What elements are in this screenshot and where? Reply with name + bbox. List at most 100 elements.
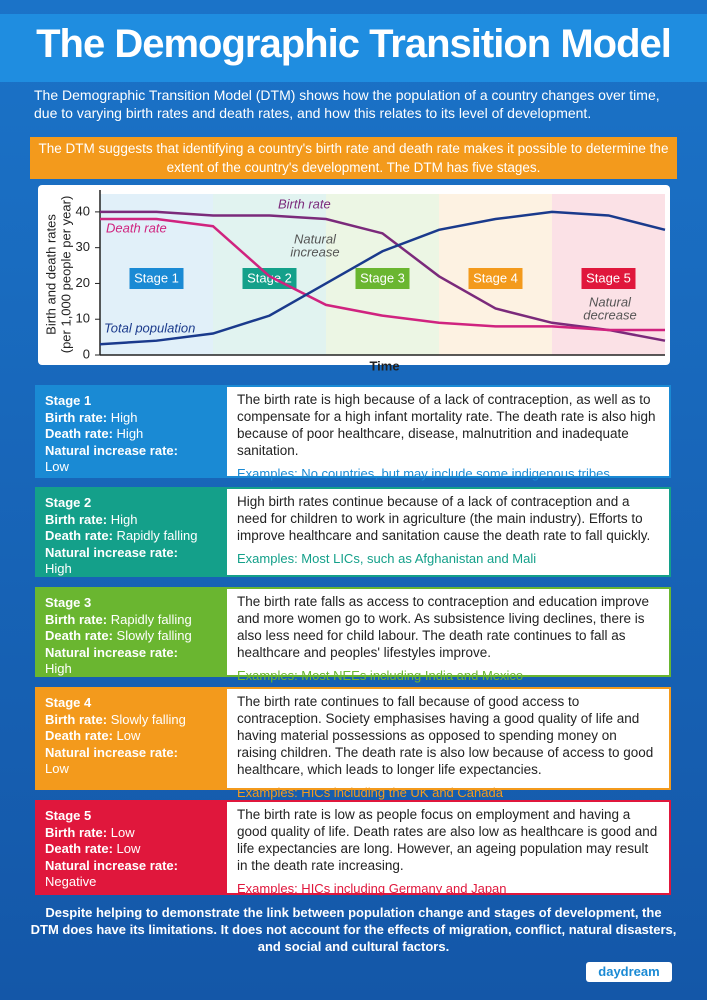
y-tick-label: 30 (76, 239, 90, 254)
fact-label: Death rate: (45, 728, 113, 743)
stage-summary: Stage 1 Birth rate: High Death rate: High N… (35, 385, 227, 478)
fact-value: High (110, 511, 138, 527)
stage-text: High birth rates continue because of a l… (237, 494, 651, 543)
fact-value: Slowly falling (110, 711, 186, 727)
stage-fact: Natural increase rate: Low (45, 745, 217, 778)
fact-label: Birth rate: (45, 824, 108, 840)
fact-label: Natural increase rate: (45, 744, 178, 760)
stage-summary: Stage 4 Birth rate: Slowly falling Death r… (35, 687, 227, 790)
title: The Demographic Transition Model (36, 22, 672, 66)
series-label: Birth rate (278, 196, 331, 211)
stage-title: Stage 1 (45, 393, 92, 408)
fact-label: Natural increase rate: (45, 442, 178, 458)
fact-value: Low (45, 761, 69, 776)
stage-detail: The birth rate continues to fall because… (225, 687, 671, 800)
fact-label: Birth rate: (45, 711, 108, 727)
fact-label: Birth rate: (45, 611, 108, 627)
fact-value: Low (45, 459, 69, 474)
stage-detail: The birth rate falls as access to contra… (225, 587, 671, 683)
fact-label: Birth rate: (45, 409, 108, 425)
stage-fact: Birth rate: Rapidly falling (45, 612, 217, 629)
y-tick-label: 20 (76, 275, 90, 290)
stage-text: The birth rate is high because of a lack… (237, 392, 656, 458)
y-axis-label: Birth and death rates (43, 214, 58, 335)
fact-value: Low (116, 841, 141, 856)
chart: 0 10 20 30 40 Birth and death rates (per 1,000… (43, 190, 666, 373)
y-tick-label: 0 (83, 346, 90, 361)
fact-value: Slowly falling (116, 628, 192, 643)
stage-summary: Stage 2 Birth rate: High Death rate: Rapid… (35, 487, 227, 577)
stage-fact: Birth rate: Slowly falling (45, 712, 217, 729)
stage-detail: The birth rate is low as people focus on… (225, 800, 671, 896)
stage-fact: Death rate: Low (45, 841, 217, 858)
stage-label: Stage 4 (473, 270, 518, 285)
fact-label: Natural increase rate: (45, 857, 178, 873)
annotation: increase (290, 244, 339, 259)
stage-detail: The birth rate is high because of a lack… (225, 385, 671, 481)
stage-example: Examples: HICs including Germany and Jap… (237, 881, 507, 896)
stage-fact: Natural increase rate: High (45, 545, 217, 578)
y-tick-label: 40 (76, 203, 90, 218)
fact-label: Natural increase rate: (45, 644, 178, 660)
fact-value: Low (110, 824, 135, 840)
fact-label: Death rate: (45, 628, 113, 643)
stage-fact: Death rate: High (45, 426, 217, 443)
stage-fact: Death rate: Rapidly falling (45, 528, 217, 545)
banner: The DTM suggests that identifying a coun… (30, 137, 677, 179)
fact-label: Birth rate: (45, 511, 108, 527)
fact-value: High (116, 426, 144, 441)
fact-value: Rapidly falling (110, 611, 192, 627)
fact-value: Rapidly falling (116, 528, 198, 543)
footer: Despite helping to demonstrate the link … (30, 905, 677, 954)
stage-summary: Stage 3 Birth rate: Rapidly falling Death … (35, 587, 227, 677)
series-label: Total population (104, 320, 195, 335)
stage-fact: Death rate: Low (45, 728, 217, 745)
stage-detail: High birth rates continue because of a l… (225, 487, 671, 577)
stage-fact: Natural increase rate: Low (45, 443, 217, 476)
stage-title: Stage 5 (45, 808, 92, 823)
title-bar (0, 14, 707, 82)
y-tick-label: 10 (76, 311, 90, 326)
series-line (100, 210, 666, 342)
fact-value: High (45, 561, 72, 576)
stage-example: Examples: HICs including the UK and Cana… (237, 785, 503, 800)
series-line (99, 210, 666, 346)
stage-label-box (355, 268, 410, 289)
stage-label-box (468, 268, 523, 289)
stage-example: Examples: Most NEEs including India and … (237, 668, 524, 683)
fact-label: Death rate: (45, 426, 113, 441)
intro: The Demographic Transition Model (DTM) s… (34, 87, 660, 121)
fact-value: High (45, 661, 72, 676)
series-label: Death rate (106, 220, 167, 235)
stage-summary: Stage 5 Birth rate: Low Death rate: Low Nat… (35, 800, 227, 895)
stage-example: Examples: No countries, but may include … (237, 466, 610, 481)
fact-value: Low (116, 728, 141, 743)
fact-label: Death rate: (45, 841, 113, 856)
stage-text: The birth rate continues to fall because… (237, 694, 654, 777)
annotation: decrease (583, 307, 636, 322)
stage-fact: Birth rate: Low (45, 825, 217, 842)
stage-fact: Birth rate: High (45, 410, 217, 427)
annotation: Natural (589, 294, 632, 309)
stage-example: Examples: Most LICs, such as Afghanistan… (237, 551, 537, 566)
logo: daydream (586, 962, 672, 982)
stage-fact: Death rate: Slowly falling (45, 628, 217, 645)
stage-label: Stage 1 (134, 270, 179, 285)
stage-title: Stage 2 (45, 495, 92, 510)
stage-fact: Birth rate: High (45, 512, 217, 529)
stage-label-box (581, 268, 636, 289)
stage-label: Stage 3 (360, 270, 405, 285)
stage-text: The birth rate falls as access to contra… (237, 594, 649, 660)
series-line (100, 217, 665, 332)
stage-fact: Natural increase rate: High (45, 645, 217, 678)
stage-title: Stage 4 (45, 695, 92, 710)
fact-value: Negative (45, 874, 97, 889)
stage-fact: Natural increase rate: Negative (45, 858, 217, 891)
fact-value: High (110, 409, 138, 425)
y-axis-label: (per 1,000 people per year) (58, 196, 73, 354)
stage-title: Stage 3 (45, 595, 92, 610)
stage-label: Stage 5 (586, 270, 631, 285)
x-axis-label: Time (369, 358, 399, 373)
fact-label: Natural increase rate: (45, 544, 178, 560)
